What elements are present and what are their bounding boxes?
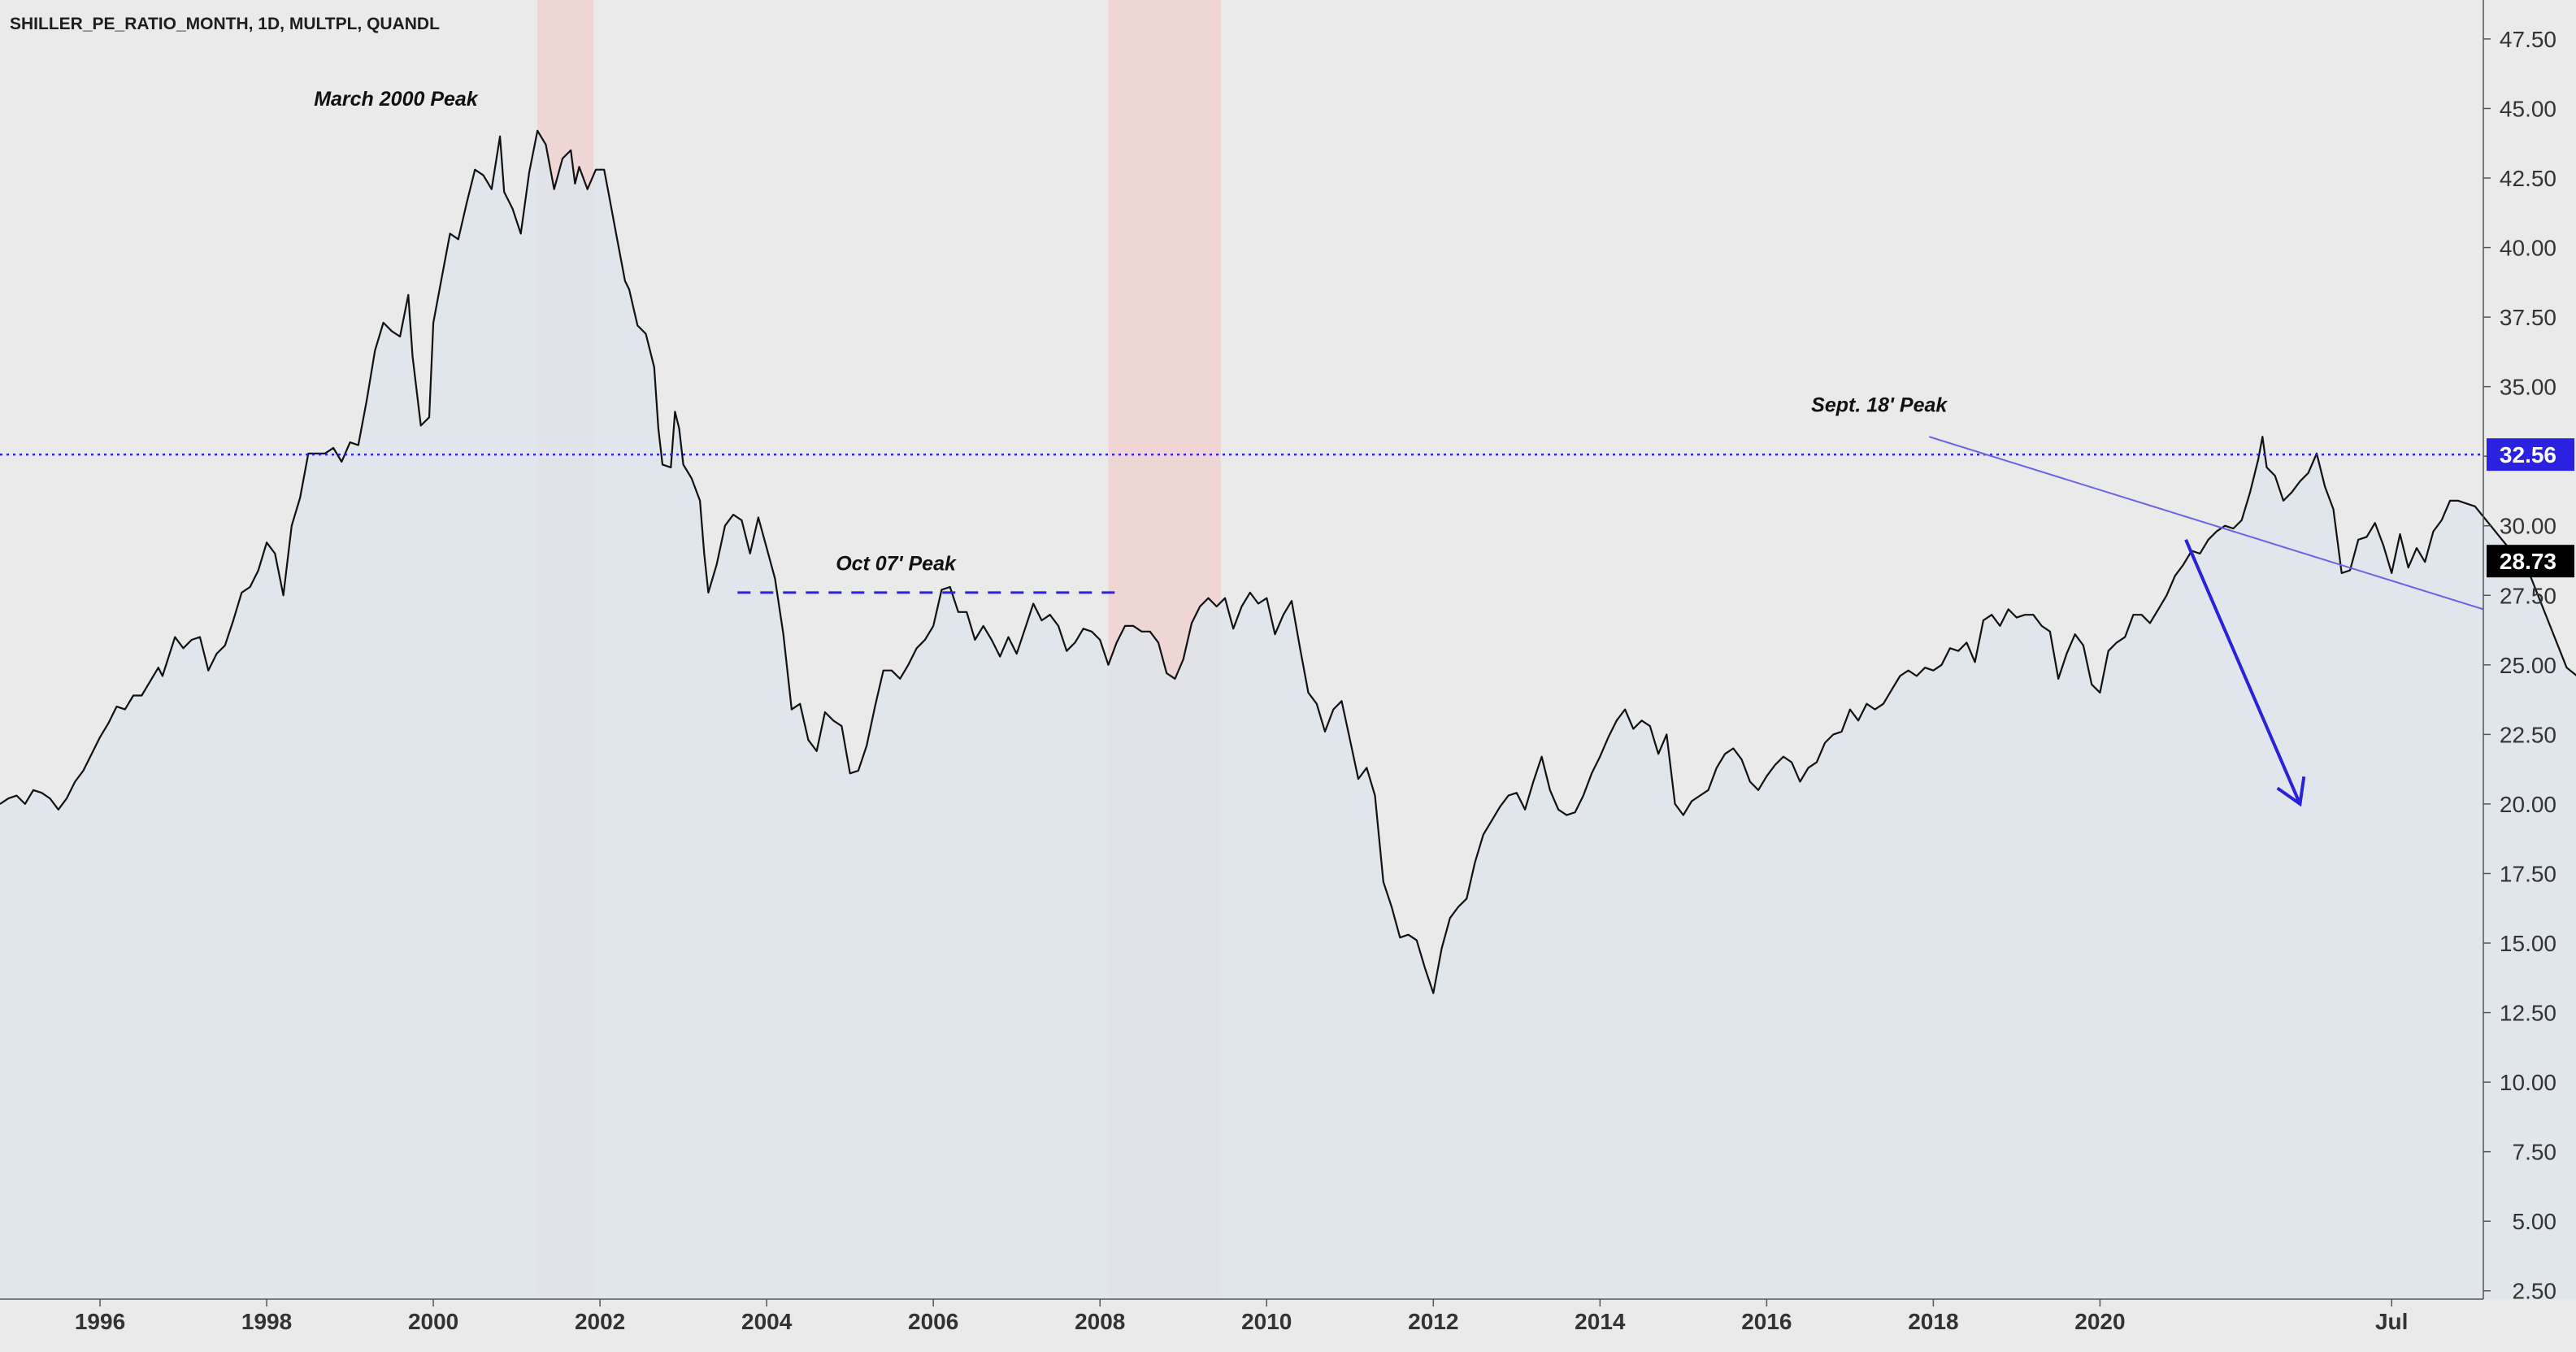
y-tick-label: 47.50 <box>2500 27 2556 52</box>
y-tick-label: 2.50 <box>2513 1279 2557 1304</box>
drawing-overlays: March 2000 Peak Oct 07' Peak Sept. 18' Pea… <box>0 88 2484 807</box>
y-tick-label: 15.00 <box>2500 931 2556 956</box>
y-tick-label: 42.50 <box>2500 166 2556 191</box>
price-tag-label-2: 28.73 <box>2500 549 2556 574</box>
x-tick-label: 2008 <box>1075 1309 1125 1334</box>
series-line <box>0 129 2576 994</box>
area-series <box>0 129 2576 1299</box>
forecast-arrow-head <box>2276 776 2306 807</box>
x-tick-label: 2006 <box>908 1309 958 1334</box>
y-tick-label: 7.50 <box>2513 1140 2557 1165</box>
y-tick-label: 27.50 <box>2500 583 2556 608</box>
annotation-label-1: March 2000 Peak <box>314 88 479 111</box>
y-tick-label: 37.50 <box>2500 305 2556 330</box>
y-tick-label: 40.00 <box>2500 236 2556 261</box>
price-tag-2 <box>2487 545 2574 578</box>
y-tick-label: 20.00 <box>2500 792 2556 817</box>
x-tick-label: 2000 <box>408 1309 458 1334</box>
forecast-arrow-shaft <box>2184 539 2302 805</box>
price-tag-1 <box>2487 438 2574 472</box>
y-tick-label: 35.00 <box>2500 375 2556 400</box>
chart-symbol-title: SHILLER_PE_RATIO_MONTH, 1D, MULTPL, QUAN… <box>10 15 440 33</box>
x-tick-label: 2016 <box>1741 1309 1792 1334</box>
annotation-label-2: Oct 07' Peak <box>836 552 957 575</box>
x-tick-label: 2002 <box>575 1309 625 1334</box>
x-tick-label: 2014 <box>1575 1309 1626 1334</box>
y-tick-label: 25.00 <box>2500 653 2556 678</box>
annotation-label-3: Sept. 18' Peak <box>1811 393 1948 416</box>
y-tick-label: 30.00 <box>2500 514 2556 539</box>
x-tick-label: 1998 <box>241 1309 292 1334</box>
y-tick-label: 12.50 <box>2500 1001 2556 1026</box>
x-tick-label: 2004 <box>741 1309 793 1334</box>
series-area-fill <box>0 130 2576 1299</box>
x-tick-label: 2010 <box>1241 1309 1292 1334</box>
x-tick-label: 2020 <box>2074 1309 2125 1334</box>
x-tick-label: 2012 <box>1408 1309 1458 1334</box>
x-tick-label: Jul <box>2375 1309 2408 1334</box>
y-tick-label: 22.50 <box>2500 722 2556 747</box>
y-tick-label: 17.50 <box>2500 861 2556 886</box>
x-tick-label: 1996 <box>75 1309 125 1334</box>
y-tick-label: 45.00 <box>2500 96 2556 121</box>
trendline <box>1928 436 2484 611</box>
y-tick-label: 5.00 <box>2513 1209 2557 1234</box>
x-tick-label: 2018 <box>1908 1309 1958 1334</box>
y-tick-label: 10.00 <box>2500 1070 2556 1095</box>
price-tag-label-1: 32.56 <box>2500 442 2556 467</box>
